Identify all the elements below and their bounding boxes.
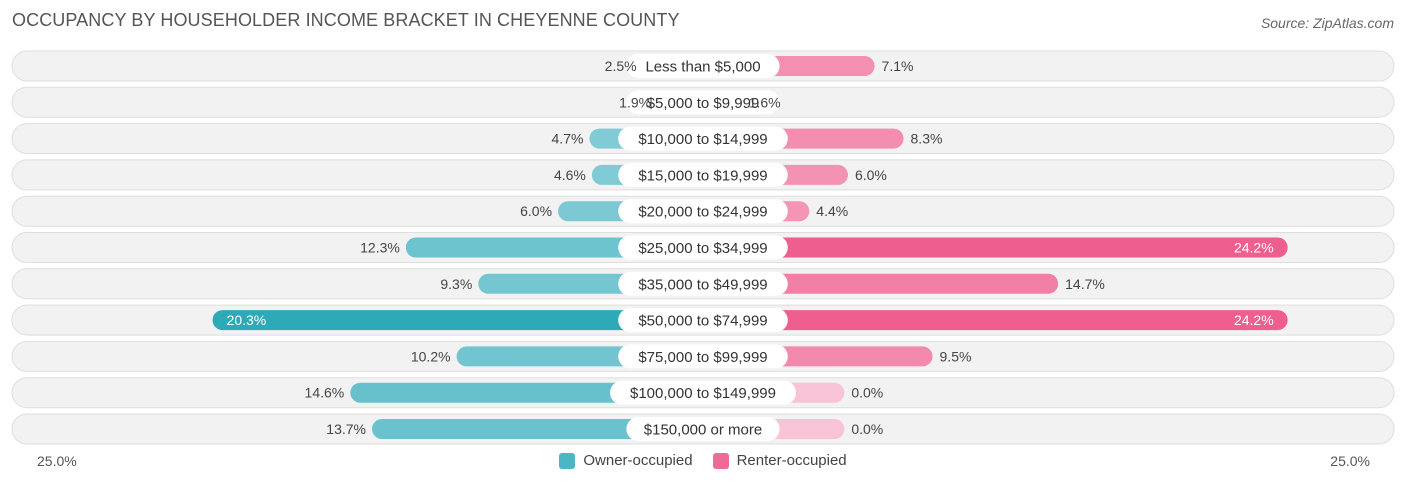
- category-label: Less than $5,000: [645, 59, 760, 76]
- owner-value-label: 2.5%: [605, 58, 637, 74]
- category-label-pill: [610, 380, 796, 405]
- renter-value-label: 7.1%: [882, 58, 914, 74]
- renter-value-label: 24.2%: [1234, 312, 1274, 328]
- category-label: $15,000 to $19,999: [638, 167, 767, 184]
- category-label: $25,000 to $34,999: [638, 240, 767, 257]
- renter-value-label: 6.0%: [855, 167, 887, 183]
- source-label: Source: ZipAtlas.com: [1260, 15, 1394, 31]
- category-label: $35,000 to $49,999: [638, 276, 767, 293]
- owner-value-label: 9.3%: [440, 276, 472, 292]
- category-label-pill: [618, 235, 788, 260]
- chart-title: OCCUPANCY BY HOUSEHOLDER INCOME BRACKET …: [12, 10, 680, 30]
- owner-value-label: 10.2%: [411, 348, 451, 364]
- owner-value-label: 12.3%: [360, 240, 400, 256]
- renter-value-label: 8.3%: [911, 131, 943, 147]
- renter-value-label: 14.7%: [1065, 276, 1105, 292]
- owner-bar: [372, 419, 703, 439]
- category-label-pill: [618, 162, 788, 187]
- renter-value-label: 0.0%: [851, 421, 883, 437]
- category-label: $50,000 to $74,999: [638, 313, 767, 330]
- legend-label-renter: Renter-occupied: [736, 452, 847, 469]
- owner-value-label: 1.9%: [619, 94, 651, 110]
- axis-right-label: 25.0%: [1330, 453, 1370, 469]
- category-label: $5,000 to $9,999: [647, 95, 760, 112]
- renter-bar: [703, 310, 1288, 331]
- owner-value-label: 13.7%: [326, 421, 366, 437]
- legend-swatch-owner: [559, 452, 576, 469]
- owner-value-label: 4.7%: [552, 131, 584, 147]
- category-label: $75,000 to $99,999: [638, 349, 767, 366]
- legend-swatch-renter: [712, 452, 729, 469]
- owner-value-label: 14.6%: [305, 385, 345, 401]
- category-label-pill: [626, 90, 780, 115]
- category-label: $20,000 to $24,999: [638, 204, 767, 221]
- renter-value-label: 1.6%: [749, 94, 781, 110]
- legend-item-owner: Owner-occupied: [559, 452, 693, 469]
- axis-left-label: 25.0%: [37, 453, 77, 469]
- category-label-pill: [626, 54, 780, 78]
- legend: Owner-occupied Renter-occupied: [0, 452, 1406, 469]
- category-label-pill: [618, 199, 788, 224]
- legend-item-renter: Renter-occupied: [712, 452, 847, 469]
- owner-bar: [212, 310, 703, 331]
- category-label: $150,000 or more: [644, 422, 762, 439]
- renter-bar: [703, 273, 1059, 294]
- legend-label-owner: Owner-occupied: [583, 452, 693, 469]
- category-label-pill: [618, 126, 788, 151]
- renter-value-label: 9.5%: [940, 348, 972, 364]
- category-label: $100,000 to $149,999: [630, 385, 776, 402]
- owner-value-label: 4.6%: [554, 167, 586, 183]
- category-label-pill: [618, 308, 788, 333]
- category-label-pill: [626, 417, 780, 441]
- renter-bar: [703, 237, 1288, 258]
- renter-value-label: 0.0%: [851, 385, 883, 401]
- owner-value-label: 20.3%: [227, 312, 267, 328]
- renter-value-label: 24.2%: [1234, 240, 1274, 256]
- category-label: $10,000 to $14,999: [638, 131, 767, 148]
- owner-value-label: 6.0%: [520, 203, 552, 219]
- category-label-pill: [618, 271, 788, 296]
- category-label-pill: [618, 344, 788, 369]
- renter-value-label: 4.4%: [816, 203, 848, 219]
- diverging-bar-chart: Less than $5,000 2.5% 7.1% $5,000 to $9,999…: [11, 50, 1395, 445]
